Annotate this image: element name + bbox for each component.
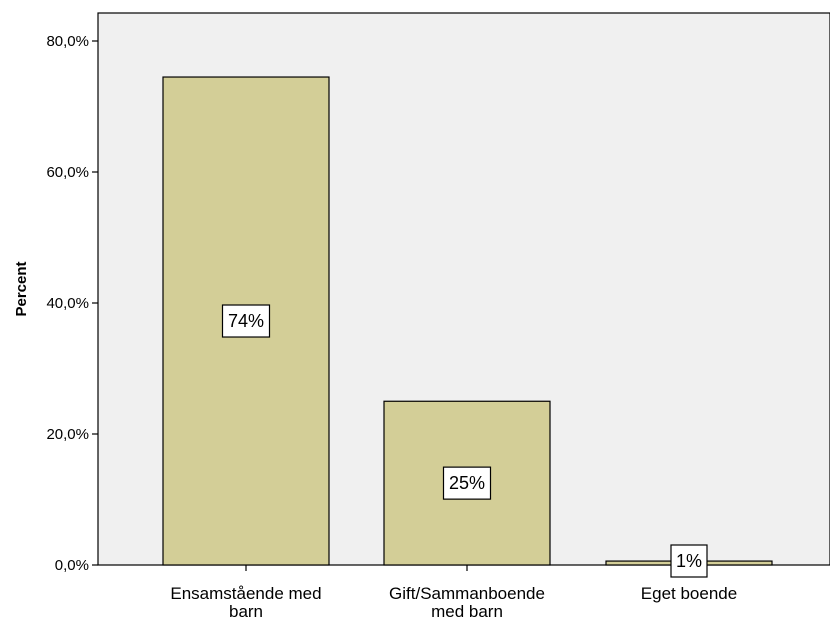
data-label: 25% — [442, 466, 492, 500]
y-axis-title: Percent — [13, 261, 30, 316]
data-label: 74% — [221, 304, 271, 338]
data-label-text: 25% — [449, 473, 485, 493]
data-label-text: 74% — [228, 311, 264, 331]
data-label: 1% — [670, 544, 708, 578]
y-tick-label: 0,0% — [55, 557, 89, 574]
data-label-box — [442, 466, 492, 500]
data-label-box — [670, 544, 708, 578]
data-labels-layer: 74% 25% 1% — [221, 304, 708, 578]
y-tick-label: 40,0% — [46, 295, 89, 312]
y-tick-label: 20,0% — [46, 426, 89, 443]
x-axis: Ensamstående med barn Gift/Sammanboende med… — [170, 565, 737, 621]
y-axis: 0,0% 20,0% 40,0% 60,0% 80,0% — [46, 33, 98, 574]
data-label-text: 1% — [676, 551, 702, 571]
x-tick-label: Eget boende — [641, 584, 737, 603]
x-tick-label: Gift/Sammanboende med barn — [389, 584, 545, 621]
y-tick-label: 80,0% — [46, 33, 89, 50]
data-label-box — [221, 304, 271, 338]
x-tick-label: Ensamstående med barn — [170, 584, 321, 621]
y-tick-label: 60,0% — [46, 164, 89, 181]
